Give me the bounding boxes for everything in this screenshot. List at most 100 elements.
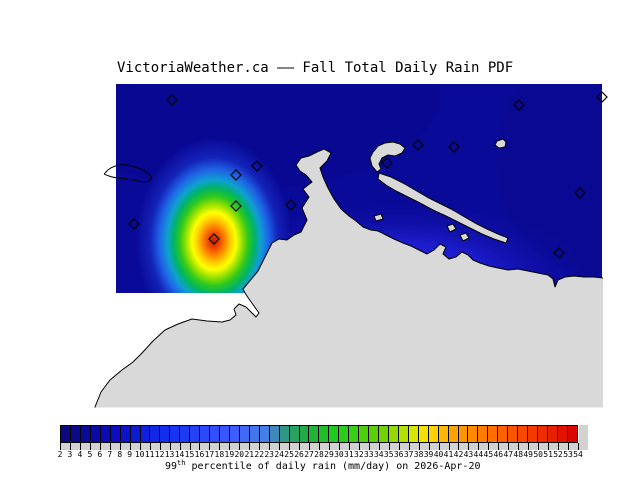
colorbar-tick <box>199 443 201 450</box>
colorbar-tick-label: 8 <box>117 450 123 459</box>
colorbar-cell <box>567 426 577 442</box>
colorbar-tick-label: 13 <box>164 450 175 459</box>
colorbar-tick <box>209 443 211 450</box>
colorbar-cell <box>289 426 300 442</box>
station-diamond-marker <box>513 99 525 111</box>
colorbar-tick <box>60 443 61 450</box>
colorbar-tick <box>239 443 241 450</box>
colorbar-tick <box>338 443 340 450</box>
colorbar-tick <box>348 443 350 450</box>
colorbar-cell <box>319 426 330 442</box>
colorbar-end-cap <box>579 425 588 443</box>
colorbar-cell <box>468 426 479 442</box>
colorbar-tick-label: 37 <box>403 450 414 459</box>
station-diamond-marker <box>448 141 460 153</box>
colorbar-tick-label: 29 <box>324 450 334 459</box>
colorbar-tick-label: 23 <box>264 450 275 459</box>
colorbar-tick <box>149 443 151 450</box>
colorbar-tick <box>478 443 480 450</box>
colorbar-cell <box>239 426 250 442</box>
colorbar-tick-label: 24 <box>274 450 284 459</box>
colorbar-tick <box>169 443 171 450</box>
colorbar-cell <box>508 426 519 442</box>
colorbar-tick <box>309 443 311 450</box>
colorbar-tick-label: 34 <box>373 450 384 459</box>
colorbar-cell <box>369 426 379 442</box>
colorbar-tick-label: 4 <box>77 450 83 459</box>
colorbar-cell <box>349 426 360 442</box>
colorbar-tick <box>498 443 500 450</box>
colorbar-tick-label: 15 <box>184 450 195 459</box>
colorbar-tick <box>99 443 101 450</box>
caption-suffix: percentile of daily rain (mm/day) on 202… <box>185 461 481 472</box>
colorbar-cell <box>259 426 270 442</box>
colorbar-tick-label: 33 <box>363 450 374 459</box>
colorbar-cell <box>359 426 370 442</box>
colorbar-cell <box>488 426 499 442</box>
colorbar-tick-label: 30 <box>334 450 344 459</box>
islet-1 <box>446 223 457 233</box>
islet-2 <box>459 232 470 242</box>
colorbar-cell <box>398 426 409 442</box>
colorbar-cell <box>140 426 151 442</box>
colorbar-cell <box>388 426 399 442</box>
colorbar-tick <box>368 443 370 450</box>
colorbar-tick-label: 25 <box>284 450 294 459</box>
colorbar-tick <box>398 443 400 450</box>
colorbar-cell <box>110 426 121 442</box>
station-diamond-marker <box>574 187 586 199</box>
colorbar-tick-label: 48 <box>513 450 524 459</box>
colorbar-tick <box>139 443 141 450</box>
colorbar-cell <box>61 426 71 442</box>
colorbar-tick-label: 47 <box>503 450 514 459</box>
colorbar-tick <box>279 443 281 450</box>
colorbar-cell <box>547 426 558 442</box>
station-diamond-marker <box>230 200 242 212</box>
colorbar-tick <box>438 443 440 450</box>
colorbar-tick <box>69 443 71 450</box>
station-diamond-marker <box>596 91 608 103</box>
darcy-island <box>494 138 507 149</box>
station-markers <box>128 91 608 259</box>
colorbar-cell <box>80 426 91 442</box>
colorbar-tick-label: 43 <box>463 450 474 459</box>
colorbar-cell <box>170 426 181 442</box>
colorbar-cell <box>528 426 538 442</box>
colorbar-tick-label: 44 <box>473 450 484 459</box>
colorbar-tick-label: 45 <box>483 450 494 459</box>
colorbar-tick-label: 35 <box>383 450 394 459</box>
caption-superscript: th <box>177 459 186 467</box>
colorbar-tick <box>508 443 510 450</box>
colorbar-cell <box>418 426 429 442</box>
colorbar-cell <box>339 426 350 442</box>
colorbar-tick <box>538 443 540 450</box>
colorbar-tick-label: 28 <box>314 450 324 459</box>
colorbar-tick-label: 39 <box>423 450 434 459</box>
colorbar-tick <box>219 443 221 450</box>
colorbar-cell <box>279 426 290 442</box>
colorbar-tick-label: 26 <box>294 450 304 459</box>
colorbar-tick <box>418 443 420 450</box>
james-island-strip <box>377 172 509 244</box>
station-diamond-marker <box>285 199 297 211</box>
colorbar-tick <box>358 443 360 450</box>
landmasses <box>94 138 603 408</box>
colorbar-tick <box>159 443 161 450</box>
colorbar-tick-label: 52 <box>553 450 563 459</box>
colorbar-tick-label: 17 <box>204 450 215 459</box>
colorbar-tick <box>388 443 390 450</box>
colorbar <box>60 425 578 443</box>
page-title: VictoriaWeather.ca —— Fall Total Daily R… <box>117 60 514 76</box>
colorbar-tick <box>299 443 301 450</box>
colorbar-tick-label: 49 <box>523 450 534 459</box>
colorbar-tick <box>289 443 291 450</box>
colorbar-cell <box>210 426 220 442</box>
colorbar-cell <box>180 426 191 442</box>
colorbar-cell <box>448 426 459 442</box>
colorbar-tick <box>229 443 231 450</box>
colorbar-tick-label: 7 <box>107 450 113 459</box>
colorbar-tick <box>528 443 530 450</box>
caption-prefix: 99 <box>165 461 178 472</box>
